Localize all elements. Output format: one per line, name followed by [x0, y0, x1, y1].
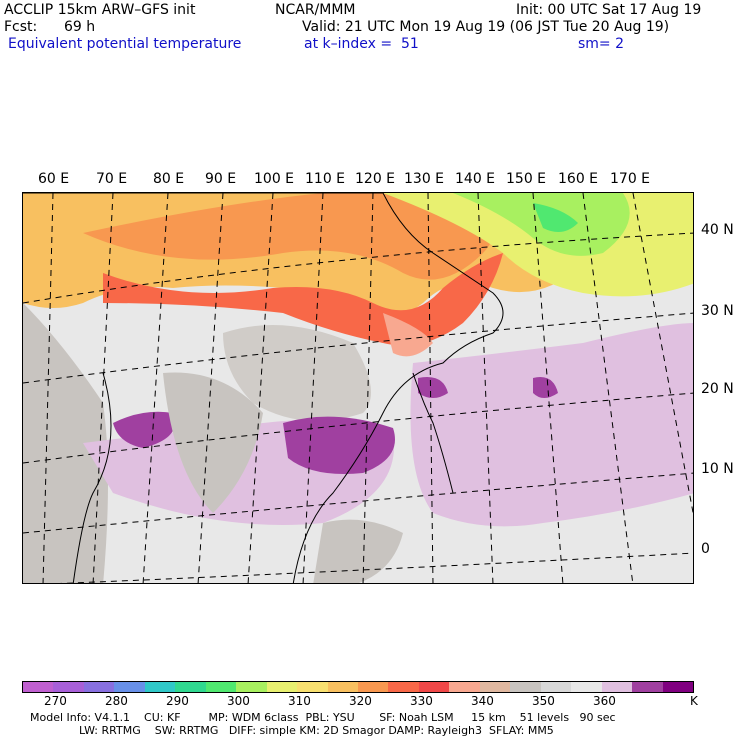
- lon-label: 110 E: [305, 171, 346, 187]
- land-gray-china: [223, 325, 371, 421]
- moist-core-pacific: [533, 377, 558, 398]
- lat-label: 30 N: [701, 303, 734, 319]
- colorbar: [22, 681, 694, 693]
- graticule: [23, 193, 693, 583]
- colorbar-swatch: [205, 682, 237, 692]
- moist-core-south-china-sea: [283, 416, 395, 474]
- colorbar-swatch: [540, 682, 572, 692]
- institution-label: NCAR/MMM: [275, 2, 356, 18]
- colorbar-swatch: [357, 682, 389, 692]
- lon-label: 60 E: [38, 171, 70, 187]
- physics-info: LW: RRTMG SW: RRTMG DIFF: simple KM: 2D …: [30, 724, 554, 737]
- model-info: Model Info: V4.1.1 CU: KF MP: WDM 6class…: [30, 711, 616, 724]
- lat-label: 40 N: [701, 222, 734, 238]
- coastline: [23, 193, 504, 583]
- colorbar-swatch: [388, 682, 419, 692]
- map-canvas: [23, 193, 693, 583]
- colorbar-swatch: [632, 682, 663, 692]
- coastline-india: [72, 372, 112, 583]
- lon-label: 80 E: [153, 171, 185, 187]
- colorbar-swatch: [175, 682, 206, 692]
- colorbar-tick: 280: [105, 694, 128, 708]
- colorbar-swatch: [266, 682, 298, 692]
- lat-label: 10 N: [701, 461, 734, 477]
- model-title: ACCLIP 15km ARW–GFS init: [4, 2, 196, 18]
- colorbar-swatch: [418, 682, 450, 692]
- forecast-hours: 69 h: [64, 19, 96, 35]
- lat-label: 20 N: [701, 381, 734, 397]
- colorbar-tick: 290: [166, 694, 189, 708]
- colorbar-swatch: [479, 682, 511, 692]
- field-name: Equivalent potential temperature: [8, 36, 242, 52]
- lon-label: 100 E: [254, 171, 295, 187]
- theta-e-map: [22, 192, 694, 584]
- lon-label: 120 E: [355, 171, 396, 187]
- colorbar-tick: 270: [44, 694, 67, 708]
- coastline-philippines: [412, 372, 454, 494]
- colorbar-swatch: [23, 682, 54, 692]
- init-time: Init: 00 UTC Sat 17 Aug 19: [516, 2, 702, 18]
- warm-patch-coast: [383, 313, 433, 357]
- colorbar-unit: K: [690, 694, 698, 708]
- moist-core-bay-of-bengal: [113, 411, 175, 448]
- valid-time: Valid: 21 UTC Mon 19 Aug 19 (06 JST Tue …: [302, 19, 670, 35]
- moist-zone-pacific: [410, 323, 693, 527]
- colorbar-swatch: [510, 682, 541, 692]
- moist-core-philippine-sea: [418, 377, 448, 398]
- lon-label: 70 E: [96, 171, 128, 187]
- colorbar-swatch: [601, 682, 633, 692]
- lon-label: 90 E: [205, 171, 237, 187]
- cold-spot: [533, 203, 578, 232]
- land-gray-indochina: [163, 372, 263, 513]
- colorbar-swatch: [83, 682, 115, 692]
- colorbar-swatch: [144, 682, 176, 692]
- colorbar-swatch: [297, 682, 328, 692]
- forecast-label: Fcst:: [4, 19, 38, 35]
- colorbar-tick: 340: [471, 694, 494, 708]
- colorbar-tick: 300: [227, 694, 250, 708]
- colorbar-swatch: [53, 682, 84, 692]
- lon-label: 140 E: [455, 171, 496, 187]
- land-gray-west: [23, 303, 108, 583]
- colorbar-tick: 330: [410, 694, 433, 708]
- colorbar-tick: 310: [288, 694, 311, 708]
- smoothing-label: sm= 2: [578, 36, 625, 52]
- lon-label: 160 E: [558, 171, 599, 187]
- colorbar-tick: 350: [532, 694, 555, 708]
- lon-label: 170 E: [610, 171, 651, 187]
- colorbar-swatch: [236, 682, 267, 692]
- colorbar-swatch: [114, 682, 145, 692]
- colorbar-tick: 320: [349, 694, 372, 708]
- colorbar-swatch: [571, 682, 602, 692]
- colorbar-swatch: [662, 682, 693, 692]
- colorbar-swatch: [327, 682, 358, 692]
- level-label: at k–index = 51: [304, 36, 419, 52]
- colorbar-swatch: [449, 682, 480, 692]
- lat-label: 0: [701, 541, 710, 557]
- colorbar-tick: 360: [593, 694, 616, 708]
- lon-label: 150 E: [506, 171, 547, 187]
- warm-zone-band: [83, 193, 497, 280]
- land-gray-maritime: [313, 519, 403, 583]
- lon-label: 130 E: [404, 171, 445, 187]
